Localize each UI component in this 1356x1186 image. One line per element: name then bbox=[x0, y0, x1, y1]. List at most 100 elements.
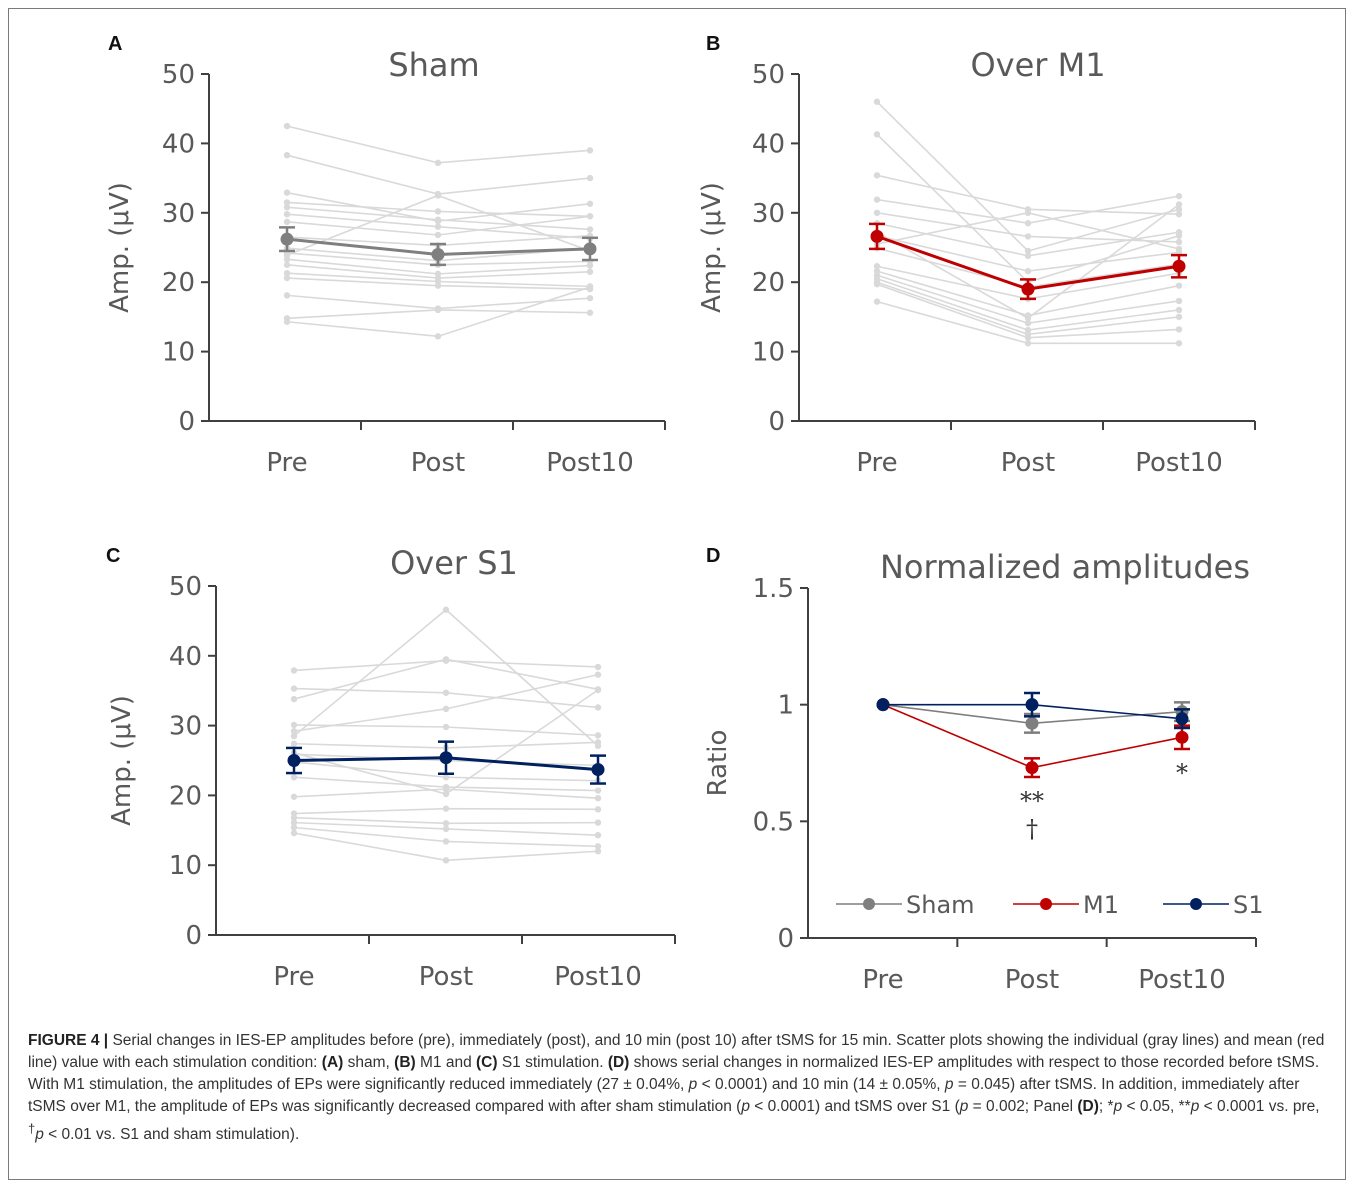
individual-point bbox=[586, 226, 594, 233]
caption-segment: (C) bbox=[476, 1054, 498, 1071]
individual-point bbox=[594, 686, 602, 694]
individual-point bbox=[442, 606, 450, 613]
data-point bbox=[876, 698, 890, 712]
y-tick-label: 1 bbox=[777, 691, 794, 721]
caption-segment: = 0.045) after tSMS. In addition, immedi… bbox=[28, 1076, 1300, 1115]
individual-point bbox=[283, 189, 291, 196]
caption-segment: p bbox=[1113, 1098, 1123, 1115]
caption-segment: p bbox=[944, 1076, 954, 1093]
individual-point bbox=[873, 98, 881, 105]
individual-point bbox=[1175, 245, 1183, 253]
individual-point bbox=[586, 294, 594, 302]
y-axis-label: Amp. (μV) bbox=[105, 182, 135, 313]
individual-point bbox=[290, 829, 298, 837]
individual-point bbox=[594, 794, 602, 802]
x-tick-label: Post bbox=[419, 962, 473, 992]
individual-point bbox=[586, 174, 594, 182]
x-tick-label: Post10 bbox=[554, 962, 641, 992]
data-point bbox=[583, 242, 597, 256]
y-tick-label: 1.5 bbox=[753, 574, 794, 604]
individual-point bbox=[594, 843, 602, 850]
individual-point bbox=[283, 199, 291, 206]
caption-segment: p bbox=[35, 1126, 44, 1144]
x-tick-label: Post10 bbox=[1138, 965, 1225, 995]
x-tick-label: Pre bbox=[856, 448, 897, 478]
y-tick-label: 30 bbox=[162, 199, 195, 229]
individual-point bbox=[442, 785, 450, 793]
individual-point bbox=[1175, 210, 1183, 218]
data-point bbox=[1175, 712, 1189, 726]
y-tick-label: 0 bbox=[178, 407, 195, 437]
y-tick-label: 40 bbox=[162, 129, 195, 159]
caption-segment: < 0.0001) and 10 min (14 ± 0.05%, bbox=[697, 1076, 945, 1093]
individual-point bbox=[290, 814, 298, 821]
individual-point bbox=[434, 306, 442, 314]
figure-caption: FIGURE 4 | Serial changes in IES-EP ampl… bbox=[28, 1030, 1328, 1146]
individual-point bbox=[1175, 282, 1183, 289]
caption-segment: S1 stimulation. bbox=[497, 1054, 608, 1071]
individual-point bbox=[290, 685, 298, 692]
y-tick-label: 10 bbox=[169, 851, 202, 881]
y-tick-label: 0 bbox=[768, 407, 785, 437]
chart-title: Over M1 bbox=[970, 46, 1105, 84]
individual-point bbox=[290, 793, 298, 800]
individual-point bbox=[283, 318, 291, 325]
panel-d: D Normalized amplitudes Ratio 0 0.5 1 1.5 Pre Po… bbox=[703, 545, 1264, 995]
individual-point bbox=[594, 819, 602, 826]
individual-point bbox=[586, 268, 594, 275]
individual-point bbox=[1024, 247, 1032, 255]
individual-point bbox=[1175, 238, 1183, 246]
caption-segment: (B) bbox=[394, 1054, 416, 1071]
data-point bbox=[1172, 259, 1186, 273]
individual-point bbox=[283, 292, 291, 299]
y-tick-label: 40 bbox=[169, 642, 202, 672]
individual-point bbox=[434, 159, 442, 167]
individual-point bbox=[1024, 252, 1032, 260]
individual-point bbox=[1024, 334, 1032, 341]
data-point bbox=[439, 751, 453, 765]
legend: Sham M1 S1 bbox=[836, 891, 1264, 919]
caption-segment: p bbox=[688, 1076, 698, 1093]
caption-segment: p bbox=[741, 1098, 750, 1115]
individual-point bbox=[1024, 319, 1032, 327]
individual-point bbox=[442, 805, 450, 812]
individual-point bbox=[283, 122, 291, 130]
individual-point bbox=[1175, 297, 1183, 305]
legend-marker bbox=[1190, 898, 1202, 910]
panel-a: A Sham Amp. (μV) 0 10 20 30 40 50 Pre Post Post10 bbox=[105, 33, 666, 478]
data-point bbox=[287, 754, 301, 767]
individual-point bbox=[434, 208, 442, 215]
x-tick-label: Pre bbox=[266, 448, 307, 478]
individual-point bbox=[442, 825, 450, 833]
significance-annotation: ** bbox=[1020, 787, 1044, 815]
panel-letter: A bbox=[108, 33, 122, 55]
individual-point bbox=[594, 704, 602, 711]
caption-segment: < 0.0001 vs. pre, bbox=[1199, 1098, 1320, 1115]
chart-title: Sham bbox=[388, 46, 479, 84]
individual-point bbox=[873, 281, 881, 288]
y-tick-label: 50 bbox=[752, 60, 785, 90]
individual-point bbox=[283, 269, 291, 277]
individual-point bbox=[1024, 220, 1032, 227]
x-tick-label: Post10 bbox=[1135, 448, 1222, 478]
individual-point bbox=[1175, 326, 1183, 333]
individual-point bbox=[290, 667, 298, 674]
individual-point bbox=[442, 705, 450, 713]
individual-point bbox=[283, 261, 291, 269]
panel-b: B Over M1 Amp. (μV) 0 10 20 30 40 50 Pre Post Post1… bbox=[697, 33, 1256, 478]
individual-point bbox=[442, 857, 450, 864]
individual-point bbox=[442, 689, 450, 696]
individual-point bbox=[283, 151, 291, 159]
legend-label: S1 bbox=[1233, 891, 1264, 919]
individual-point bbox=[434, 231, 442, 239]
legend-marker bbox=[1040, 898, 1052, 910]
individual-point bbox=[594, 663, 602, 671]
panel-c: C Over S1 Amp. (μV) 0 10 20 30 40 50 Pre Post Post1… bbox=[106, 544, 676, 992]
chart-title: Over S1 bbox=[390, 544, 518, 582]
x-tick-label: Post bbox=[1001, 448, 1055, 478]
individual-point bbox=[586, 200, 594, 207]
panel-letter: D bbox=[706, 545, 720, 567]
x-tick-label: Pre bbox=[862, 965, 903, 995]
individual-point bbox=[594, 848, 602, 855]
